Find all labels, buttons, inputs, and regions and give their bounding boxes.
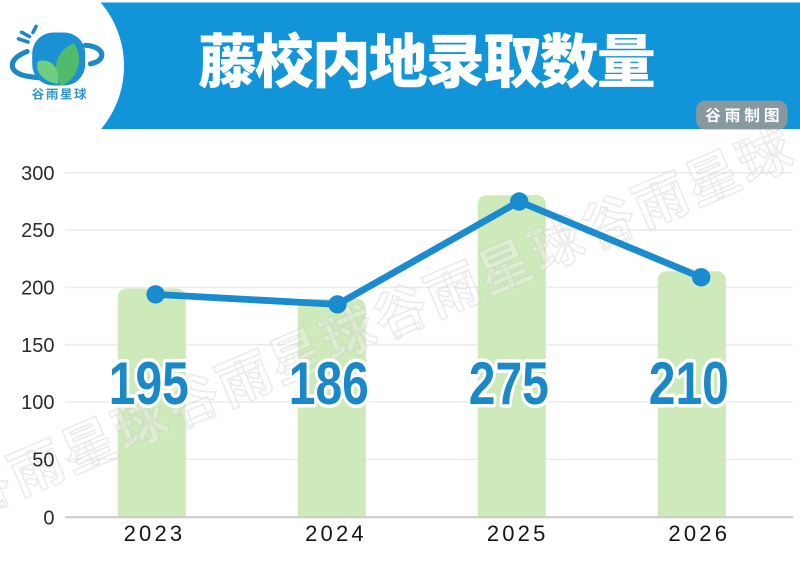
svg-text:275: 275: [469, 350, 549, 417]
svg-text:186: 186: [289, 350, 369, 417]
svg-text:2024: 2024: [305, 521, 367, 546]
svg-text:195: 195: [109, 350, 189, 417]
svg-text:250: 250: [21, 220, 54, 242]
svg-text:100: 100: [21, 392, 54, 414]
svg-text:0: 0: [43, 507, 54, 529]
svg-text:210: 210: [649, 350, 729, 417]
svg-text:2026: 2026: [668, 521, 730, 546]
svg-text:50: 50: [32, 450, 54, 472]
svg-text:150: 150: [21, 335, 54, 357]
svg-text:200: 200: [21, 278, 54, 300]
svg-text:2023: 2023: [124, 521, 186, 546]
svg-text:2025: 2025: [487, 521, 549, 546]
svg-text:300: 300: [21, 163, 54, 185]
